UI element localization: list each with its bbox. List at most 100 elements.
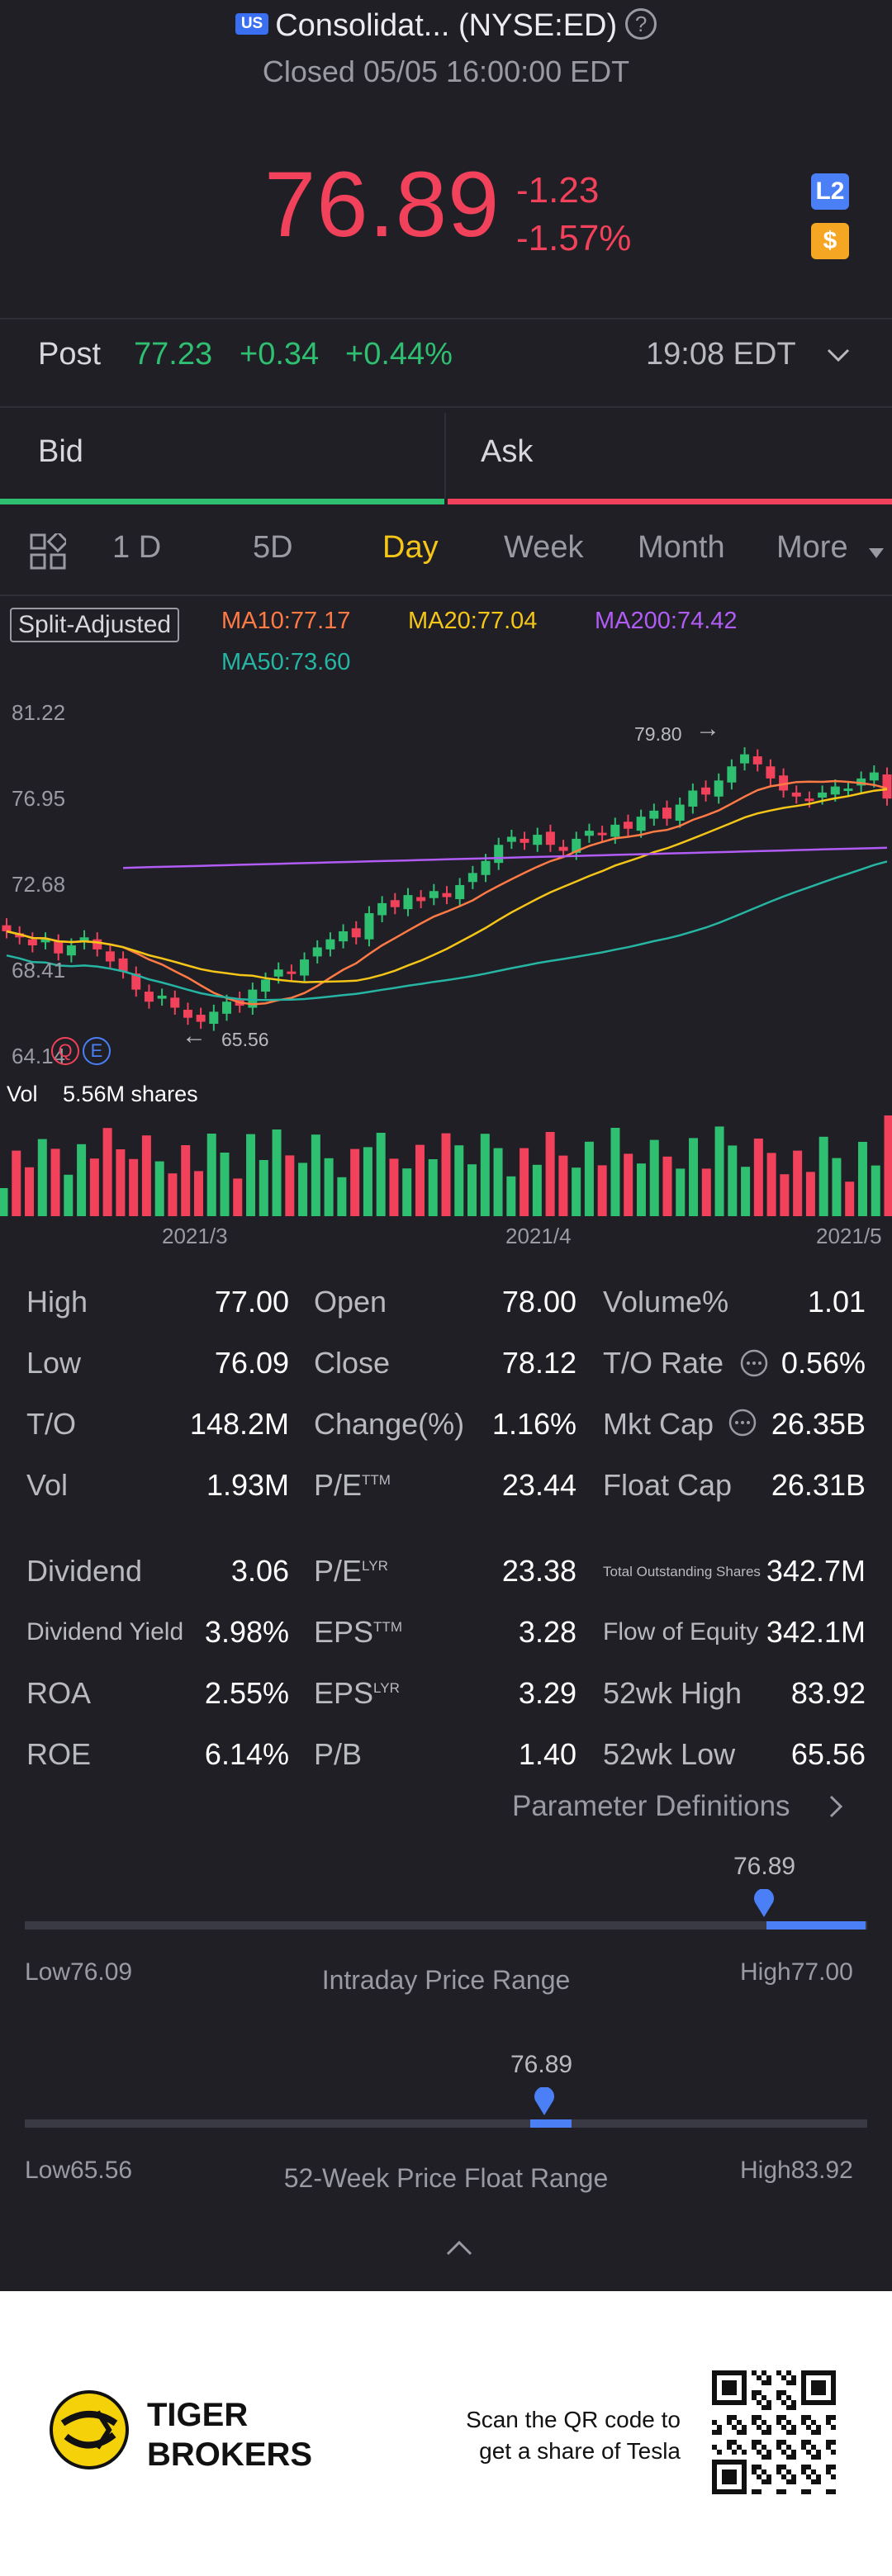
level2-badge[interactable]: L2: [811, 173, 849, 210]
orderbook: Bid Ask: [0, 413, 892, 504]
info-dots-icon[interactable]: [728, 1409, 757, 1437]
qr-module: [826, 2469, 831, 2474]
qr-module: [717, 2425, 722, 2430]
stat-label: EPSLYR: [314, 1676, 400, 1710]
chevron-up-icon[interactable]: [444, 2239, 474, 2257]
quote-header: US Consolidat... (NYSE:ED)? Closed 05/05 …: [0, 0, 892, 318]
qr-module: [811, 2479, 816, 2484]
qr-finder: [811, 2380, 826, 2395]
qr-module: [781, 2375, 786, 2380]
marker-e[interactable]: E: [83, 1037, 111, 1065]
volume-bar: [558, 1155, 568, 1216]
chevron-down-icon[interactable]: [826, 347, 851, 363]
post-change-pct: +0.44%: [345, 337, 453, 372]
volume-bar: [129, 1158, 139, 1216]
candle-body: [40, 939, 50, 943]
qr-module: [732, 2440, 737, 2445]
qr-module: [831, 2440, 836, 2445]
ask-volume-bar: [448, 499, 892, 504]
grid-layout-icon[interactable]: [30, 533, 66, 570]
volume-bar: [116, 1149, 126, 1216]
qr-module: [757, 2440, 762, 2445]
volume-bar: [389, 1158, 399, 1216]
qr-module: [776, 2489, 781, 2494]
volume-bar: [506, 1176, 516, 1216]
candle-body: [714, 780, 724, 797]
week52-low: Low65.56: [25, 2157, 133, 2184]
volume-bar: [311, 1134, 320, 1216]
volume-bar: [428, 1159, 438, 1216]
candle-body: [196, 1015, 206, 1022]
qr-module: [791, 2455, 796, 2460]
question-circle-icon[interactable]: ?: [625, 7, 657, 40]
candle-body: [545, 831, 555, 845]
volume-bar: [206, 1134, 216, 1216]
candle-body: [351, 928, 361, 938]
volume-bar: [545, 1132, 555, 1216]
ma200-line: [123, 846, 888, 869]
candlestick-chart[interactable]: [0, 685, 892, 1082]
stat-value: 77.00: [214, 1285, 289, 1319]
dollar-badge[interactable]: $: [811, 223, 849, 259]
qr-module: [757, 2465, 762, 2469]
title-row[interactable]: US Consolidat... (NYSE:ED)?: [0, 7, 892, 44]
tab-month[interactable]: Month: [638, 530, 725, 565]
info-dots-icon[interactable]: [740, 1349, 768, 1377]
volume-bar: [0, 1188, 8, 1216]
parameter-definitions-link[interactable]: Parameter Definitions: [512, 1790, 790, 1822]
stat-label: 52wk Low: [603, 1737, 736, 1771]
volume-bar: [480, 1134, 490, 1216]
stat-label: P/B: [314, 1737, 363, 1771]
volume-bar: [832, 1158, 842, 1216]
marker-q[interactable]: Q: [51, 1037, 79, 1065]
brand-line1: TIGER: [147, 2397, 249, 2433]
candle-body: [261, 979, 271, 992]
candle-body: [597, 832, 607, 836]
qr-module: [766, 2375, 771, 2380]
stat-label: Total Outstanding Shares: [603, 1564, 761, 1579]
stat-label: Float Cap: [603, 1468, 733, 1502]
tab-more[interactable]: More: [776, 530, 848, 565]
candle-body: [183, 1009, 192, 1018]
chevron-right-icon[interactable]: [828, 1793, 844, 1820]
qr-finder: [722, 2469, 737, 2484]
stat-value: 23.38: [501, 1554, 576, 1588]
stat-value: 2.55%: [204, 1676, 289, 1710]
qr-module: [826, 2440, 831, 2445]
candle-body: [364, 913, 374, 940]
tab-5d[interactable]: 5D: [253, 530, 293, 565]
stat-value: 0.56%: [780, 1346, 866, 1380]
qr-module: [806, 2474, 811, 2479]
stat-label: Close: [314, 1346, 391, 1380]
candle-body: [779, 775, 789, 791]
stat-label: High: [26, 1285, 88, 1319]
caret-down-icon[interactable]: [867, 547, 885, 560]
stat-label-sup: LYR: [362, 1558, 388, 1574]
volume-bar: [168, 1173, 178, 1216]
tab-1d[interactable]: 1 D: [112, 530, 162, 565]
chart-period-tabs: 1 D 5D Day Week Month More: [0, 519, 892, 593]
qr-module: [806, 2465, 811, 2469]
stat-value: 26.35B: [771, 1407, 866, 1441]
qr-module: [786, 2469, 791, 2474]
volume-bar: [415, 1144, 425, 1216]
volume-bar: [220, 1153, 230, 1216]
volume-bar: [676, 1168, 686, 1216]
volume-bar: [624, 1153, 633, 1216]
candle-body: [752, 756, 762, 765]
qr-module: [757, 2400, 762, 2405]
tab-week[interactable]: Week: [504, 530, 584, 565]
candle-body: [300, 959, 310, 976]
stat-label: Dividend Yield: [26, 1618, 184, 1646]
candle-body: [209, 1011, 219, 1025]
tab-day[interactable]: Day: [382, 530, 439, 565]
y-tick: 81.22: [12, 700, 66, 725]
candle-body: [144, 992, 154, 1002]
qr-module: [811, 2420, 816, 2425]
qr-module: [801, 2415, 806, 2420]
qr-module: [766, 2479, 771, 2484]
split-adjusted-toggle[interactable]: Split-Adjusted: [10, 608, 180, 642]
qr-module: [826, 2420, 831, 2425]
vol-label: Vol: [7, 1082, 38, 1106]
volume-bar: [871, 1165, 880, 1216]
